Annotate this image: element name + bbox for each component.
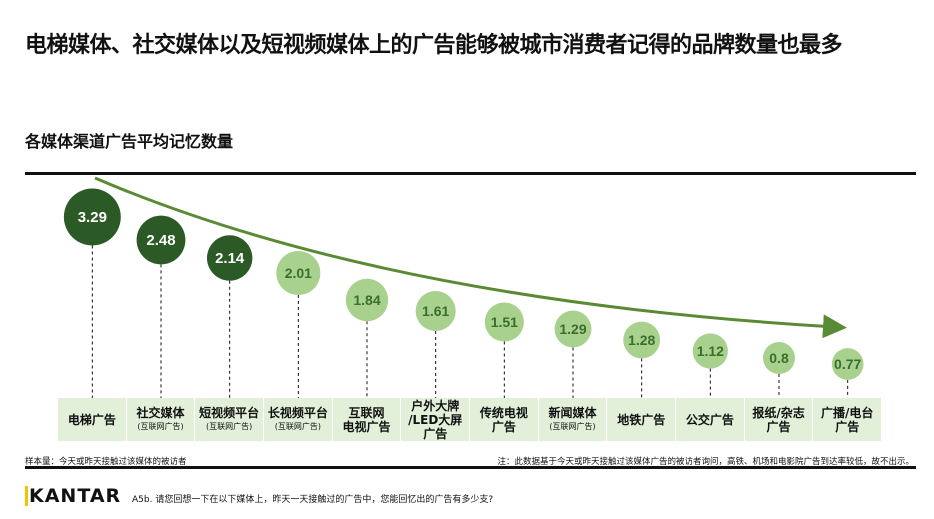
category-label-line: 广告 bbox=[491, 419, 516, 434]
category-label-line: 公交广告 bbox=[685, 412, 734, 427]
value-label: 2.48 bbox=[146, 232, 175, 249]
divider bbox=[25, 172, 916, 175]
category-label-line: 长视频平台 bbox=[267, 405, 328, 420]
value-bubble bbox=[554, 310, 592, 348]
value-bubble bbox=[63, 188, 121, 246]
value-bubble bbox=[276, 250, 321, 296]
value-label: 2.01 bbox=[285, 265, 312, 281]
category-sublabel: (互联网广告) bbox=[137, 421, 184, 431]
value-bubble bbox=[831, 348, 864, 380]
category-label: 电梯广告 bbox=[58, 398, 127, 441]
category-label-line: 报纸/杂志 bbox=[752, 405, 805, 420]
category-label: 报纸/杂志 广告 bbox=[745, 398, 814, 441]
category-label-line: 电视广告 bbox=[342, 419, 391, 434]
category-sublabel: (互联网广告) bbox=[274, 421, 321, 431]
category-label-line: 户外大牌 bbox=[411, 398, 460, 413]
value-label: 0.8 bbox=[769, 350, 789, 366]
value-label: 1.28 bbox=[628, 332, 655, 348]
category-label-line: 社交媒体 bbox=[136, 405, 185, 420]
value-label: 1.12 bbox=[697, 343, 724, 359]
value-label: 1.84 bbox=[353, 292, 380, 308]
value-label: 2.14 bbox=[215, 250, 245, 267]
category-label-line: 广告 bbox=[423, 426, 448, 441]
chart: 3.29 2.48 2.14 2.01 1.84 1.61 1.51 1.29 1.28 1.12… bbox=[63, 176, 864, 398]
kantar-logo: KANTAR bbox=[25, 486, 121, 506]
data-note: 注：此数据基于今天或昨天接触过该媒体广告的被访者询问，高铁、机场和电影院广告到达… bbox=[497, 457, 914, 467]
category-label: 短视频平台 (互联网广告) bbox=[195, 398, 265, 441]
value-bubble bbox=[415, 290, 456, 332]
category-sublabel: (互联网广告) bbox=[549, 421, 596, 431]
category-label-line: 短视频平台 bbox=[199, 405, 260, 420]
category-label-line: 广告 bbox=[835, 419, 860, 434]
category-band: 电梯广告 社交媒体 (互联网广告) 短视频平台 (互联网广告) 长视频平台 (互联网广告) 互… bbox=[58, 398, 883, 441]
category-label: 地铁广告 bbox=[607, 398, 677, 441]
category-label: 户外大牌/LED大屏 广告 bbox=[401, 398, 471, 441]
value-label: 0.77 bbox=[834, 356, 861, 372]
question-text: A5b. 请您回想一下在以下媒体上，昨天一天接触过的广告中，您能回忆出的广告有多… bbox=[132, 495, 494, 505]
value-label: 3.29 bbox=[78, 209, 107, 226]
category-label: 公交广告 bbox=[676, 398, 745, 441]
category-label: 长视频平台 (互联网广告) bbox=[264, 398, 333, 441]
value-bubble bbox=[206, 235, 253, 281]
category-label-line: 互联网 bbox=[348, 405, 385, 420]
divider bbox=[25, 466, 916, 469]
category-label: 社交媒体 (互联网广告) bbox=[127, 398, 196, 441]
category-label-line: 广播/电台 bbox=[821, 405, 874, 420]
value-bubble bbox=[345, 278, 389, 322]
value-bubble bbox=[623, 321, 661, 359]
value-bubble bbox=[763, 342, 795, 374]
trend-arrow bbox=[94, 176, 847, 339]
category-label-line: 新闻媒体 bbox=[548, 405, 597, 420]
category-label-line: 电梯广告 bbox=[67, 412, 116, 427]
value-label: 1.51 bbox=[491, 314, 518, 330]
category-label-line: 传统电视 bbox=[479, 405, 528, 420]
value-bubble bbox=[484, 302, 524, 342]
category-label: 传统电视 广告 bbox=[470, 398, 539, 441]
category-sublabel: (互联网广告) bbox=[206, 421, 253, 431]
value-label: 1.29 bbox=[559, 321, 586, 337]
category-label: 新闻媒体 (互联网广告) bbox=[539, 398, 608, 441]
value-bubble bbox=[692, 333, 728, 369]
category-label-line: /LED大屏 bbox=[408, 412, 463, 427]
value-bubble bbox=[136, 215, 186, 265]
sample-note: 样本量：今天或昨天接触过该媒体的被访者 bbox=[25, 457, 187, 467]
category-label: 广播/电台 广告 bbox=[813, 398, 883, 441]
chart-title: 各媒体渠道广告平均记忆数量 bbox=[25, 132, 234, 151]
value-label: 1.61 bbox=[422, 303, 449, 319]
category-label-line: 地铁广告 bbox=[617, 412, 666, 427]
page-title: 电梯媒体、社交媒体以及短视频媒体上的广告能够被城市消费者记得的品牌数量也最多 bbox=[25, 33, 843, 58]
category-label-line: 广告 bbox=[766, 419, 791, 434]
category-label: 互联网 电视广告 bbox=[333, 398, 402, 441]
